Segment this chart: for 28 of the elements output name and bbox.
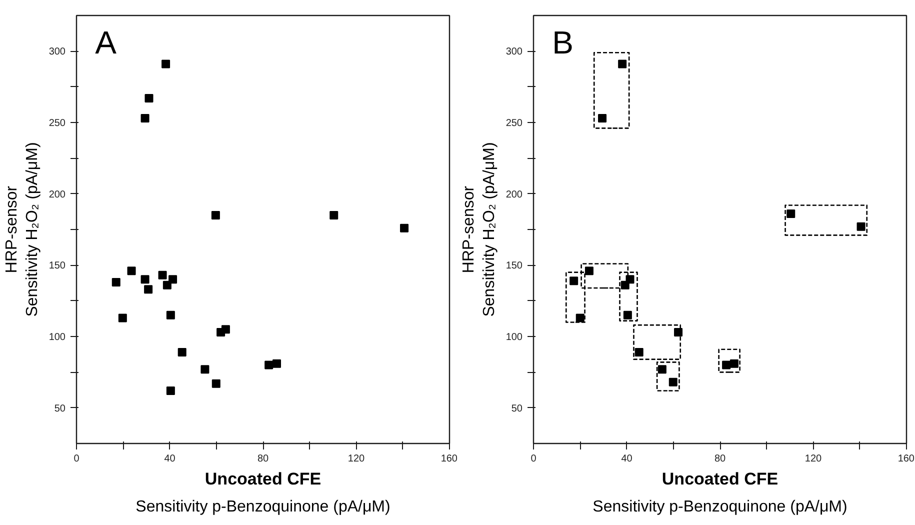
- y-tick-label: 250: [48, 118, 66, 129]
- y-tick-label: 150: [506, 260, 523, 272]
- x-tick-label: 160: [440, 454, 458, 464]
- x-tick-label: 0: [74, 454, 80, 464]
- text: Uncoated CFE Sensitivity p-Benzoquinone (pA/μM): [592, 470, 848, 516]
- y-tick-label: 100: [48, 332, 66, 343]
- y-tick-label: 250: [506, 118, 523, 129]
- y-tick-label: 50: [511, 403, 523, 414]
- y-tick-label: 300: [506, 46, 523, 58]
- x-tick-label: 120: [804, 454, 822, 464]
- x-tick-label: 160: [898, 454, 915, 464]
- annotation: B: [552, 24, 574, 60]
- y-tick-label: 50: [54, 403, 66, 414]
- x-tick-label: 120: [348, 454, 366, 464]
- y-tick-label: 150: [48, 260, 66, 272]
- text: Uncoated CFE Sensitivity p-Benzoquinone (pA/μM): [136, 470, 390, 516]
- x-tick-label: 40: [621, 454, 633, 464]
- y-tick-label: 200: [506, 189, 523, 200]
- annotation: A: [95, 24, 118, 60]
- x-tick-label: 40: [164, 454, 176, 464]
- y-axis-title: HRP-sensor Sensitivity H₂O₂ (pA/μM): [3, 142, 41, 317]
- x-tick-label: 80: [257, 454, 269, 464]
- y-tick-label: 100: [506, 332, 523, 343]
- y-tick-label: 300: [48, 46, 66, 58]
- y-axis-title: HRP-sensor Sensitivity H₂O₂ (pA/μM): [460, 142, 498, 317]
- x-tick-label: 80: [714, 454, 726, 464]
- x-tick-label: 0: [530, 454, 537, 464]
- y-tick-label: 200: [48, 189, 66, 200]
